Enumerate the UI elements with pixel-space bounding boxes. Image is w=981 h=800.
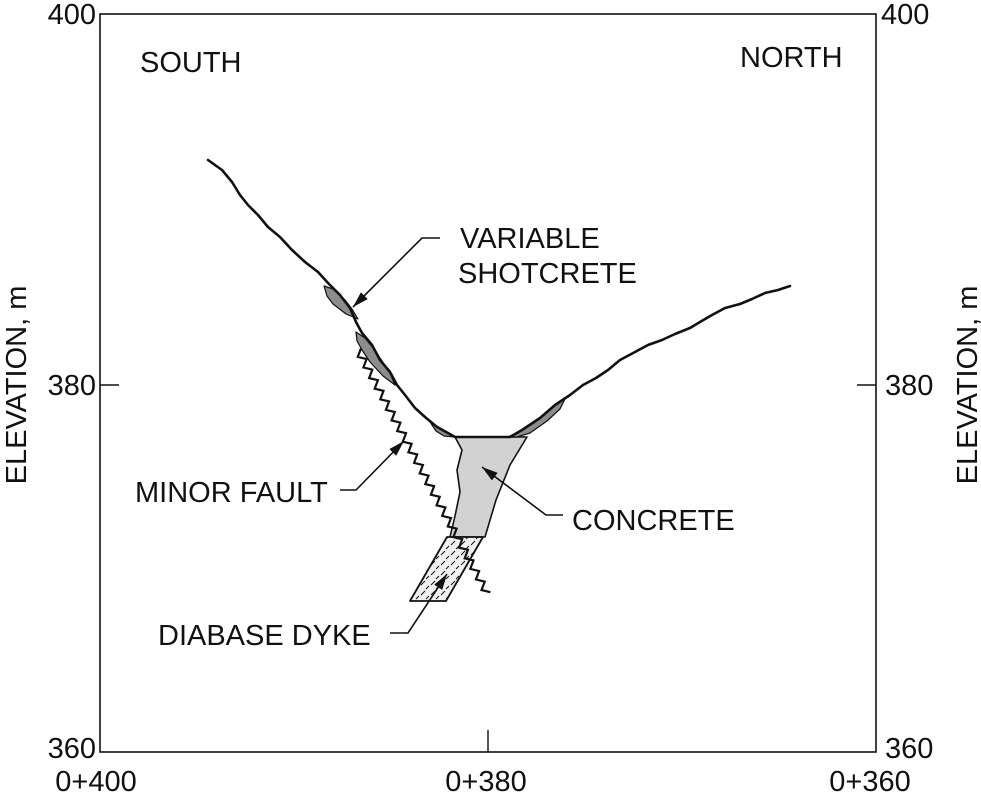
diabase-dyke — [409, 536, 484, 602]
diabase-dyke-label: DIABASE DYKE — [158, 620, 371, 652]
minor-fault-label: MINOR FAULT — [135, 477, 328, 509]
shotcrete-leader-arrow — [352, 237, 440, 308]
y-axis-title-right: ELEVATION, m — [952, 286, 981, 485]
direction-north-label: NORTH — [740, 42, 843, 74]
right-elevation-label-360: 360 — [885, 733, 933, 765]
y-axis-title-left: ELEVATION, m — [1, 286, 33, 485]
right-elevation-label-380: 380 — [885, 370, 933, 402]
chainage-label-0-400: 0+400 — [55, 766, 136, 798]
concrete-leader-arrow — [481, 466, 563, 516]
diabase-dyke-leader-arrow — [390, 573, 448, 634]
chainage-label-0-380: 0+380 — [445, 766, 526, 798]
chainage-label-0-360: 0+360 — [829, 766, 910, 798]
left-elevation-label-360: 360 — [48, 733, 96, 765]
left-elevation-label-380: 380 — [48, 370, 96, 402]
rock-surface-profile — [206, 158, 792, 439]
direction-south-label: SOUTH — [140, 47, 242, 79]
minor-fault-line — [356, 348, 491, 594]
left-elevation-label-400: 400 — [48, 0, 96, 31]
concrete-infill — [449, 436, 528, 538]
concrete-label: CONCRETE — [572, 505, 735, 537]
shotcrete-label-line-1: VARIABLE — [460, 223, 600, 255]
shotcrete-label-line-2: SHOTCRETE — [458, 258, 637, 290]
minor-fault-leader-arrow — [340, 440, 405, 491]
right-elevation-label-400: 400 — [881, 0, 929, 31]
